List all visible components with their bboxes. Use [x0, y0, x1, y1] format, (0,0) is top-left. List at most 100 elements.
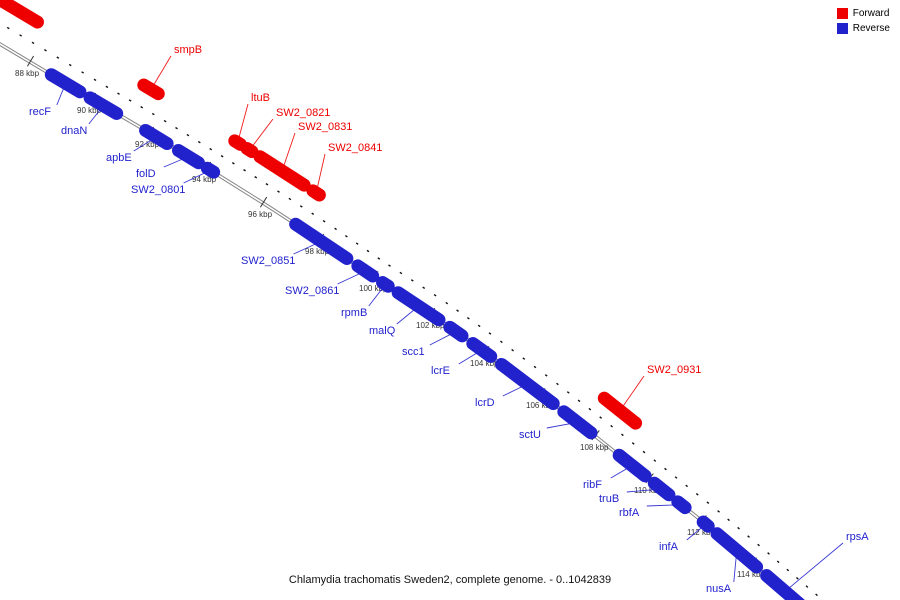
minor-tick	[500, 340, 503, 344]
major-tick	[259, 196, 268, 208]
gene-label-rbfA[interactable]: rbfA	[619, 507, 640, 519]
gene-sctU[interactable]	[557, 405, 598, 440]
minor-tick	[776, 560, 780, 564]
minor-tick	[6, 26, 10, 30]
gene-label-scc1[interactable]: scc1	[402, 346, 425, 358]
minor-tick	[566, 391, 570, 394]
gene-label-SW2_0821[interactable]: SW2_0821	[276, 107, 330, 119]
tick-label: 90 kbp	[77, 106, 102, 115]
minor-tick	[93, 78, 97, 82]
minor-tick	[44, 49, 47, 52]
minor-tick	[805, 585, 809, 588]
gene-truB[interactable]	[647, 476, 676, 502]
forward-strand-swatch	[836, 8, 848, 19]
genome-axis	[0, 42, 798, 600]
gene-lcrE[interactable]	[466, 337, 498, 363]
minor-tick	[355, 242, 359, 245]
minor-tick	[664, 467, 667, 471]
minor-tick	[117, 92, 120, 95]
gene-SW2_0851[interactable]	[289, 217, 354, 265]
gene-folD[interactable]	[171, 143, 205, 170]
gene-recF[interactable]	[44, 68, 87, 99]
gene-SW2_0801[interactable]	[200, 161, 221, 179]
gene-label-SW2_0931[interactable]: SW2_0931	[647, 364, 701, 376]
minor-tick	[577, 399, 581, 403]
minor-tick	[322, 219, 326, 223]
minor-tick	[511, 348, 514, 352]
gene-rbfA[interactable]	[671, 495, 692, 515]
gene-ltuB[interactable]	[228, 134, 247, 151]
gene-SW2_0821[interactable]	[240, 142, 259, 159]
gene-label-rpmB[interactable]: rpmB	[341, 307, 367, 319]
tick-label: 88 kbp	[15, 69, 40, 78]
gene-malQ[interactable]	[391, 286, 446, 327]
tick-label: 114 kbp	[737, 570, 765, 579]
gene-SW2_0831[interactable]	[253, 150, 311, 192]
minor-tick	[105, 85, 109, 89]
minor-tick	[795, 576, 799, 580]
minor-tick	[477, 324, 481, 328]
tick-label: 96 kbp	[248, 210, 273, 219]
genome-axis-gap	[0, 43, 797, 600]
gene-label-ribF[interactable]: ribF	[583, 479, 602, 491]
gene-label-SW2_0851[interactable]: SW2_0851	[241, 255, 295, 267]
gene-label-ltuB[interactable]: ltuB	[251, 92, 270, 104]
tick-label: 100 kbp	[359, 284, 388, 293]
reverse-strand-label: Reverse	[852, 23, 890, 34]
minor-tick	[197, 140, 201, 144]
gene-rpsA[interactable]	[760, 569, 805, 600]
minor-tick	[56, 56, 60, 59]
tick-label: 102 kbp	[416, 321, 445, 330]
gene-label-sctU[interactable]: sctU	[519, 429, 541, 441]
gene-label-dnaN[interactable]: dnaN	[61, 125, 87, 137]
gene-infA[interactable]	[696, 515, 715, 533]
gene-label-rpsA[interactable]: rpsA	[846, 531, 869, 543]
gene-label-SW2_0801[interactable]: SW2_0801	[131, 184, 185, 196]
minor-tick	[19, 34, 23, 37]
minor-tick	[767, 552, 770, 555]
gene-label-truB[interactable]: truB	[599, 493, 619, 505]
minor-tick	[556, 382, 559, 386]
minor-tick	[163, 119, 167, 123]
gene-label-SW2_0861[interactable]: SW2_0861	[285, 285, 339, 297]
minor-tick	[81, 71, 85, 74]
gene-smpB[interactable]	[137, 78, 165, 101]
gene-label-lcrD[interactable]: lcrD	[475, 397, 495, 409]
minor-tick	[621, 433, 624, 437]
gene-label-infA[interactable]: infA	[659, 541, 679, 553]
gene-label-apbE[interactable]: apbE	[106, 152, 132, 164]
gene-label-malQ[interactable]: malQ	[369, 325, 396, 337]
gene-scc1[interactable]	[443, 320, 469, 343]
gene-unnamed[interactable]	[0, 0, 44, 29]
gene-nusA[interactable]	[710, 527, 764, 574]
minor-tick	[706, 501, 710, 504]
gene-ribF[interactable]	[612, 448, 652, 483]
minor-tick	[209, 147, 213, 151]
gene-SW2_0841[interactable]	[306, 184, 326, 202]
minor-tick	[445, 301, 449, 305]
minor-tick	[466, 317, 470, 320]
gene-SW2_0931[interactable]	[597, 391, 643, 430]
tick-label: 112 kbp	[687, 528, 715, 537]
minor-tick	[265, 183, 269, 186]
gene-rpmB[interactable]	[376, 276, 395, 293]
gene-label-smpB[interactable]: smpB	[174, 44, 202, 56]
minor-tick	[399, 271, 403, 275]
gene-apbE[interactable]	[139, 123, 174, 151]
gene-label-lcrE[interactable]: lcrE	[431, 365, 450, 377]
gene-label-folD[interactable]: folD	[136, 168, 156, 180]
leader-line	[784, 542, 844, 592]
gene-label-nusA[interactable]: nusA	[706, 583, 732, 595]
minor-tick	[377, 257, 381, 260]
minor-tick	[288, 197, 292, 201]
leader-line	[619, 375, 645, 411]
gene-label-recF[interactable]: recF	[29, 106, 51, 118]
gene-label-SW2_0831[interactable]: SW2_0831	[298, 121, 352, 133]
gene-lcrD[interactable]	[495, 357, 560, 411]
gene-label-SW2_0841[interactable]: SW2_0841	[328, 142, 382, 154]
gene-dnaN[interactable]	[83, 91, 124, 120]
legend-forward: Forward	[836, 8, 890, 19]
gene-SW2_0861[interactable]	[351, 259, 380, 283]
tick-label: 106 kbp	[526, 401, 555, 410]
